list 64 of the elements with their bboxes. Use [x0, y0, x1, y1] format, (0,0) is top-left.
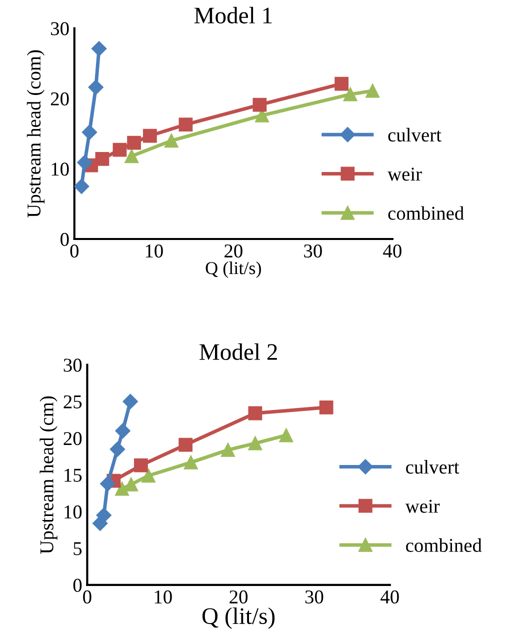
- y-tick-label: 30: [51, 22, 69, 36]
- point: [279, 428, 294, 442]
- legend-label: combined: [406, 538, 482, 552]
- point: [115, 482, 129, 496]
- point: [248, 406, 262, 420]
- point: [184, 455, 198, 470]
- point: [115, 423, 130, 438]
- y-tick-label: 15: [64, 468, 82, 482]
- point: [77, 154, 92, 170]
- point: [142, 128, 157, 143]
- point: [112, 142, 127, 157]
- legend-label: weir: [388, 168, 422, 181]
- point: [91, 41, 107, 56]
- point: [142, 468, 156, 483]
- legend-label: culvert: [388, 128, 442, 142]
- y-axis-title: Upstream head (com): [26, 50, 45, 218]
- point: [100, 476, 116, 492]
- y-tick-label: 0: [73, 578, 82, 592]
- chart-title: Model 1: [194, 6, 272, 24]
- point: [164, 134, 178, 148]
- point: [221, 443, 235, 457]
- legend-label: combined: [388, 206, 464, 220]
- y-tick-label: 10: [52, 162, 69, 176]
- y-tick-label: 25: [64, 395, 82, 408]
- x-axis-title: Q (lit/s): [202, 607, 275, 629]
- point: [88, 80, 104, 95]
- y-axis-title: Upstream head (cm): [40, 396, 58, 554]
- point: [110, 442, 126, 457]
- point: [124, 477, 138, 492]
- point: [178, 118, 193, 132]
- point: [252, 98, 267, 112]
- x-tick-label: 30: [305, 590, 324, 604]
- point: [134, 458, 148, 472]
- point: [178, 438, 193, 452]
- x-axis-title: Q (lit/s): [206, 262, 261, 278]
- x-tick-label: 10: [154, 590, 172, 604]
- point: [319, 400, 334, 414]
- x-tick-label: 20: [224, 244, 242, 258]
- x-tick-label: 10: [146, 244, 163, 258]
- y-tick-label: 30: [64, 358, 82, 372]
- y-tick-label: 5: [74, 542, 82, 556]
- x-tick-label: 40: [380, 590, 399, 604]
- point: [366, 84, 380, 98]
- point: [127, 136, 141, 150]
- x-tick-label: 30: [304, 244, 322, 258]
- point: [334, 76, 348, 91]
- point: [74, 178, 90, 194]
- point: [82, 124, 98, 140]
- point: [122, 394, 138, 410]
- x-tick-label: 0: [83, 590, 92, 604]
- point: [124, 149, 139, 164]
- legend-label: culvert: [406, 460, 460, 474]
- point: [95, 152, 110, 166]
- point: [96, 508, 112, 523]
- y-tick-label: 10: [64, 505, 82, 519]
- chart-title: Model 2: [200, 343, 277, 360]
- y-tick-label: 0: [60, 232, 69, 246]
- y-tick-label: 20: [64, 432, 82, 446]
- legend-label: weir: [405, 500, 440, 513]
- point: [343, 87, 358, 102]
- y-tick-label: 20: [50, 92, 69, 106]
- point: [248, 436, 262, 450]
- x-tick-label: 20: [230, 590, 248, 604]
- x-tick-label: 40: [383, 244, 402, 258]
